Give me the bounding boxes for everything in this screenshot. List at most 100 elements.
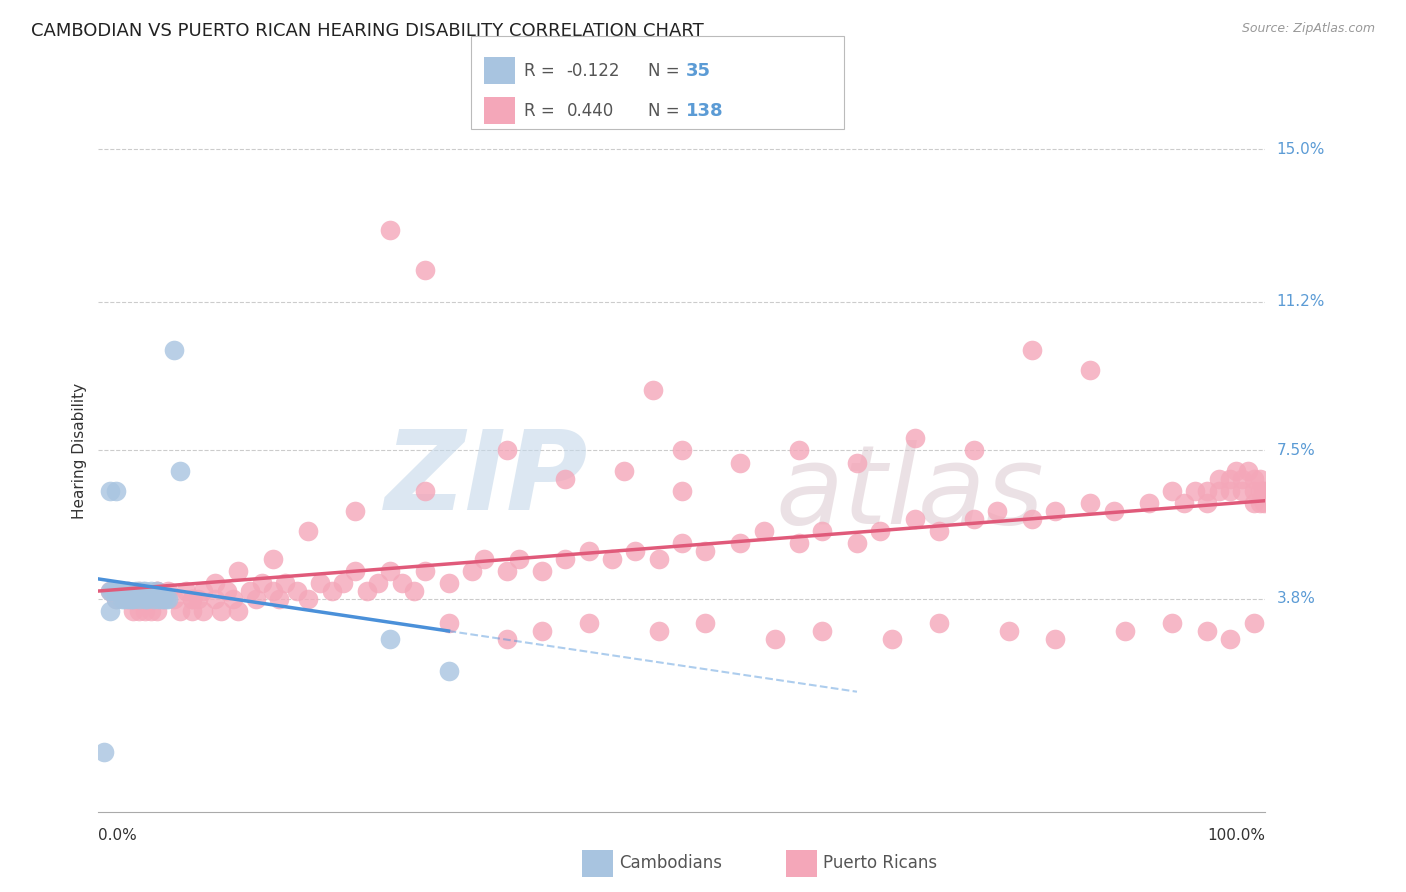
Point <box>1208 471 1230 485</box>
Point <box>98 583 121 598</box>
Point <box>139 583 162 598</box>
Point <box>554 551 576 566</box>
Point <box>125 583 148 598</box>
Point <box>152 592 174 607</box>
Point <box>169 604 191 618</box>
Point <box>321 583 343 598</box>
Point <box>1251 483 1274 498</box>
Point <box>104 483 127 498</box>
Point <box>472 551 495 566</box>
Point <box>285 583 308 598</box>
Point <box>108 583 131 598</box>
Point <box>437 664 460 679</box>
Text: CAMBODIAN VS PUERTO RICAN HEARING DISABILITY CORRELATION CHART: CAMBODIAN VS PUERTO RICAN HEARING DISABI… <box>31 22 703 40</box>
Point <box>98 604 121 618</box>
Point <box>413 483 436 498</box>
Text: 0.440: 0.440 <box>567 103 614 120</box>
Text: 15.0%: 15.0% <box>1277 142 1324 157</box>
Point <box>262 583 284 598</box>
Point <box>245 592 267 607</box>
Text: Cambodians: Cambodians <box>619 855 721 872</box>
Point <box>1173 496 1195 510</box>
Point <box>787 443 810 458</box>
Point <box>132 583 155 598</box>
Text: 35: 35 <box>686 62 711 80</box>
Point <box>1249 483 1271 498</box>
Point <box>578 543 600 558</box>
Text: 3.8%: 3.8% <box>1277 591 1316 607</box>
Point <box>239 583 262 598</box>
Point <box>1219 471 1241 485</box>
Point <box>846 535 869 549</box>
Point <box>380 222 402 236</box>
Point <box>136 592 159 607</box>
Point <box>157 592 180 607</box>
Point <box>180 604 202 618</box>
Text: Puerto Ricans: Puerto Ricans <box>823 855 936 872</box>
Point <box>128 583 150 598</box>
Point <box>269 592 291 607</box>
Point <box>613 464 636 478</box>
Point <box>128 583 150 598</box>
Point <box>380 564 402 578</box>
Point <box>111 592 134 607</box>
Text: N =: N = <box>648 103 685 120</box>
Point <box>1021 511 1043 525</box>
Point <box>380 632 402 646</box>
Point <box>174 583 197 598</box>
Point <box>647 624 669 639</box>
Point <box>530 624 553 639</box>
Point <box>193 604 215 618</box>
Point <box>122 592 145 607</box>
Point <box>846 455 869 469</box>
Point <box>530 564 553 578</box>
Point <box>180 592 202 607</box>
Point <box>104 592 127 607</box>
Point <box>1184 483 1206 498</box>
Point <box>461 564 484 578</box>
Point <box>146 604 169 618</box>
Point <box>1219 483 1241 498</box>
Point <box>496 632 519 646</box>
Point <box>647 551 669 566</box>
Point <box>148 592 170 607</box>
Point <box>554 471 576 485</box>
Point <box>204 576 226 591</box>
Text: 100.0%: 100.0% <box>1208 828 1265 843</box>
Point <box>134 583 156 598</box>
Point <box>508 551 530 566</box>
Point <box>134 592 156 607</box>
Point <box>152 592 174 607</box>
Text: R =: R = <box>524 103 561 120</box>
Point <box>1253 483 1275 498</box>
Point <box>209 604 232 618</box>
Point <box>624 543 647 558</box>
Point <box>413 564 436 578</box>
Point <box>112 592 135 607</box>
Point <box>880 632 903 646</box>
Point <box>1045 632 1067 646</box>
Point <box>193 583 215 598</box>
Text: -0.122: -0.122 <box>567 62 620 80</box>
Point <box>695 615 717 630</box>
Point <box>250 576 273 591</box>
Point <box>180 592 202 607</box>
Point <box>122 592 145 607</box>
Point <box>671 483 693 498</box>
Point <box>1045 503 1067 517</box>
Point <box>111 583 134 598</box>
Point <box>104 583 127 598</box>
Point <box>122 604 145 618</box>
Point <box>578 615 600 630</box>
Point <box>169 464 191 478</box>
Point <box>1195 483 1218 498</box>
Point <box>413 262 436 277</box>
Point <box>134 592 156 607</box>
Text: 11.2%: 11.2% <box>1277 294 1324 310</box>
Point <box>1230 471 1253 485</box>
Point <box>1243 483 1265 498</box>
Point <box>496 443 519 458</box>
Point <box>904 432 927 446</box>
Text: N =: N = <box>648 62 685 80</box>
Point <box>344 503 367 517</box>
